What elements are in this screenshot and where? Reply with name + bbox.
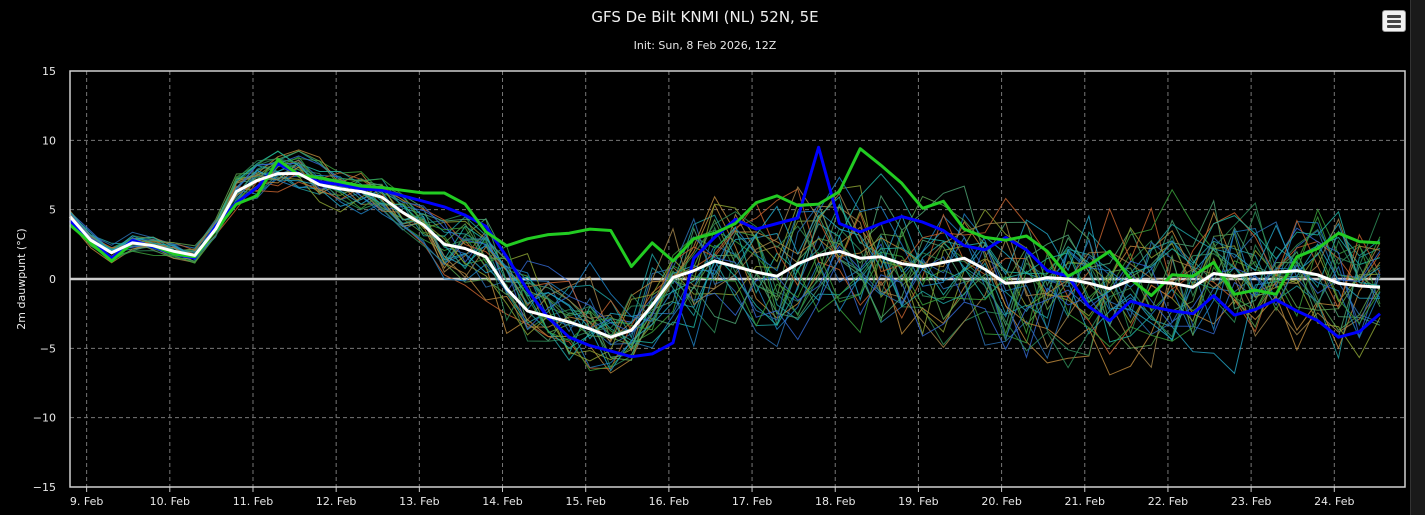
highlight-series-line [69,147,1381,298]
y-axis-label: 2m dauwpunt (°C) [15,228,28,329]
ensemble-member-line [69,170,1381,375]
ensemble-member-line [69,161,1381,352]
highlight-series-line [68,172,1381,339]
chart-subtitle: Init: Sun, 8 Feb 2026, 12Z [633,39,777,52]
ensemble-member-line [69,162,1381,351]
x-tick-label: 11. Feb [233,495,273,508]
y-tick-label: 10 [42,134,56,147]
x-tick-label: 22. Feb [1148,495,1188,508]
ensemble-member-line [69,159,1381,360]
x-tick-label: 21. Feb [1065,495,1105,508]
x-tick-label: 13. Feb [399,495,439,508]
ensemble-member-line [69,165,1381,376]
ensemble-member-line [69,162,1381,356]
ensemble-member-line [69,150,1381,349]
vertical-scrollbar[interactable] [1410,0,1425,515]
highlighted-series [68,145,1381,359]
x-tick-label: 17. Feb [732,495,772,508]
x-tick-label: 19. Feb [898,495,938,508]
x-tick-label: 14. Feb [482,495,522,508]
ensemble-member-line [69,181,1381,355]
x-tick-label: 12. Feb [316,495,356,508]
y-tick-label: −15 [33,481,56,494]
hamburger-menu-icon[interactable] [1382,10,1406,32]
x-tick-label: 23. Feb [1231,495,1271,508]
x-tick-label: 15. Feb [565,495,605,508]
chart-title: GFS De Bilt KNMI (NL) 52N, 5E [591,8,819,26]
ensemble-member-line [69,150,1381,360]
y-tick-label: 15 [42,65,56,78]
x-tick-label: 10. Feb [150,495,190,508]
ensemble-member-line [69,158,1381,369]
x-tick-label: 24. Feb [1314,495,1354,508]
y-tick-label: −10 [33,412,56,425]
x-tick-label: 9. Feb [70,495,103,508]
ensemble-member-line [69,155,1381,359]
plot-border [69,70,1406,488]
x-tick-label: 16. Feb [649,495,689,508]
ensemble-member-line [69,149,1381,374]
x-tick-label: 20. Feb [981,495,1021,508]
chart-axes: 15 10 5 0 −5 −10 −15 9. Feb 10. Feb 11. Feb 12. Fe… [33,65,1406,508]
y-tick-label: 0 [49,273,56,286]
ensemble-member-line [69,170,1381,348]
y-tick-label: 5 [49,204,56,217]
ensemble-member-line [69,156,1381,348]
x-tick-label: 18. Feb [815,495,855,508]
ensemble-member-line [69,173,1381,361]
y-tick-label: −5 [40,342,56,355]
